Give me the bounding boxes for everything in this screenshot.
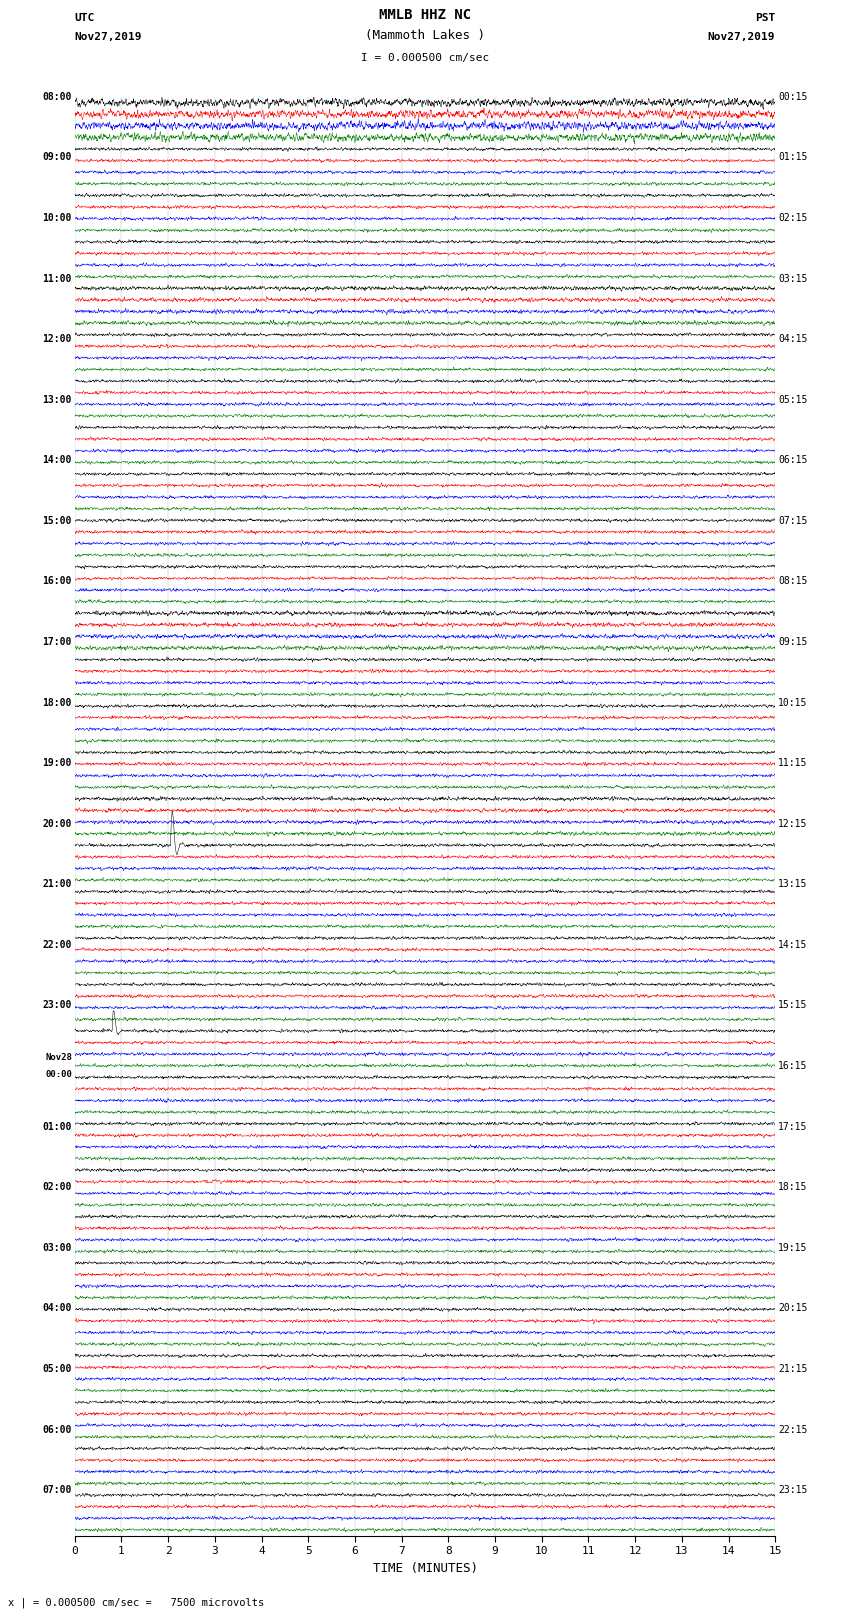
Text: (Mammoth Lakes ): (Mammoth Lakes ) bbox=[365, 29, 485, 42]
Text: 02:15: 02:15 bbox=[778, 213, 807, 223]
Text: Nov27,2019: Nov27,2019 bbox=[75, 32, 142, 42]
Text: 23:00: 23:00 bbox=[42, 1000, 72, 1010]
Text: 17:00: 17:00 bbox=[42, 637, 72, 647]
Text: Nov27,2019: Nov27,2019 bbox=[708, 32, 775, 42]
Text: 04:00: 04:00 bbox=[42, 1303, 72, 1313]
Text: 03:15: 03:15 bbox=[778, 274, 807, 284]
Text: 12:00: 12:00 bbox=[42, 334, 72, 344]
Text: 12:15: 12:15 bbox=[778, 819, 807, 829]
Text: 18:00: 18:00 bbox=[42, 697, 72, 708]
Text: 19:00: 19:00 bbox=[42, 758, 72, 768]
Text: 00:15: 00:15 bbox=[778, 92, 807, 102]
Text: 17:15: 17:15 bbox=[778, 1121, 807, 1132]
Text: 02:00: 02:00 bbox=[42, 1182, 72, 1192]
Text: 05:15: 05:15 bbox=[778, 395, 807, 405]
Text: 09:00: 09:00 bbox=[42, 152, 72, 163]
Text: 20:00: 20:00 bbox=[42, 819, 72, 829]
Text: 04:15: 04:15 bbox=[778, 334, 807, 344]
Text: 06:15: 06:15 bbox=[778, 455, 807, 465]
Text: 22:15: 22:15 bbox=[778, 1424, 807, 1434]
Text: 03:00: 03:00 bbox=[42, 1244, 72, 1253]
Text: 08:15: 08:15 bbox=[778, 576, 807, 587]
Text: 13:00: 13:00 bbox=[42, 395, 72, 405]
Text: 18:15: 18:15 bbox=[778, 1182, 807, 1192]
Text: 21:15: 21:15 bbox=[778, 1365, 807, 1374]
Text: 13:15: 13:15 bbox=[778, 879, 807, 889]
Text: 14:15: 14:15 bbox=[778, 940, 807, 950]
Text: I = 0.000500 cm/sec: I = 0.000500 cm/sec bbox=[361, 53, 489, 63]
Text: 00:00: 00:00 bbox=[45, 1071, 72, 1079]
Text: x | = 0.000500 cm/sec =   7500 microvolts: x | = 0.000500 cm/sec = 7500 microvolts bbox=[8, 1597, 264, 1608]
Text: MMLB HHZ NC: MMLB HHZ NC bbox=[379, 8, 471, 23]
Text: 21:00: 21:00 bbox=[42, 879, 72, 889]
Text: 10:15: 10:15 bbox=[778, 697, 807, 708]
Text: 16:00: 16:00 bbox=[42, 576, 72, 587]
Text: 06:00: 06:00 bbox=[42, 1424, 72, 1434]
Text: 22:00: 22:00 bbox=[42, 940, 72, 950]
Text: 11:00: 11:00 bbox=[42, 274, 72, 284]
Text: 15:15: 15:15 bbox=[778, 1000, 807, 1010]
Text: 09:15: 09:15 bbox=[778, 637, 807, 647]
Text: 07:15: 07:15 bbox=[778, 516, 807, 526]
Text: 01:00: 01:00 bbox=[42, 1121, 72, 1132]
Text: 01:15: 01:15 bbox=[778, 152, 807, 163]
X-axis label: TIME (MINUTES): TIME (MINUTES) bbox=[372, 1561, 478, 1574]
Text: 08:00: 08:00 bbox=[42, 92, 72, 102]
Text: 23:15: 23:15 bbox=[778, 1486, 807, 1495]
Text: 07:00: 07:00 bbox=[42, 1486, 72, 1495]
Text: 19:15: 19:15 bbox=[778, 1244, 807, 1253]
Text: 15:00: 15:00 bbox=[42, 516, 72, 526]
Text: 11:15: 11:15 bbox=[778, 758, 807, 768]
Text: Nov28: Nov28 bbox=[45, 1053, 72, 1061]
Text: 16:15: 16:15 bbox=[778, 1061, 807, 1071]
Text: 10:00: 10:00 bbox=[42, 213, 72, 223]
Text: PST: PST bbox=[755, 13, 775, 23]
Text: UTC: UTC bbox=[75, 13, 95, 23]
Text: 14:00: 14:00 bbox=[42, 455, 72, 465]
Text: 05:00: 05:00 bbox=[42, 1365, 72, 1374]
Text: 20:15: 20:15 bbox=[778, 1303, 807, 1313]
